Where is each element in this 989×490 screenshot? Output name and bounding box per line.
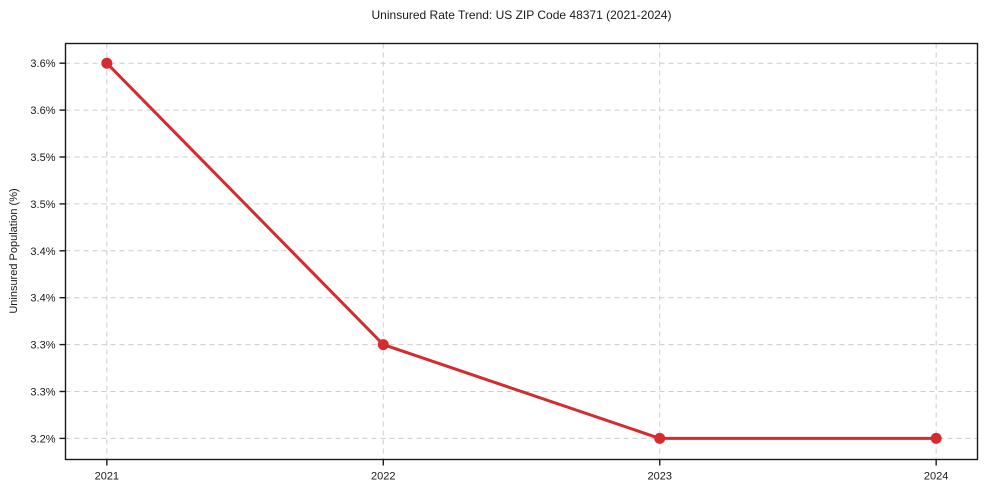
y-tick-label: 3.4% <box>30 293 55 305</box>
plot-border <box>64 42 979 461</box>
y-tick-label: 3.3% <box>30 340 55 352</box>
y-tick-label: 3.6% <box>30 105 55 117</box>
y-tick-label: 3.2% <box>30 433 55 445</box>
chart-title: Uninsured Rate Trend: US ZIP Code 48371 … <box>371 8 672 22</box>
y-tick-label: 3.4% <box>30 246 55 258</box>
x-tick-label: 2024 <box>924 471 948 483</box>
x-tick-label: 2023 <box>647 471 671 483</box>
x-tick-label: 2022 <box>371 471 395 483</box>
data-point-marker <box>101 57 113 69</box>
y-tick-label: 3.5% <box>30 199 55 211</box>
data-point-marker <box>377 339 389 351</box>
y-tick-label: 3.6% <box>30 58 55 70</box>
x-tick-label: 2021 <box>95 471 119 483</box>
data-point-marker <box>654 432 666 444</box>
y-tick-label: 3.5% <box>30 152 55 164</box>
y-tick-label: 3.3% <box>30 386 55 398</box>
data-point-marker <box>930 432 942 444</box>
trend-line <box>105 61 938 440</box>
